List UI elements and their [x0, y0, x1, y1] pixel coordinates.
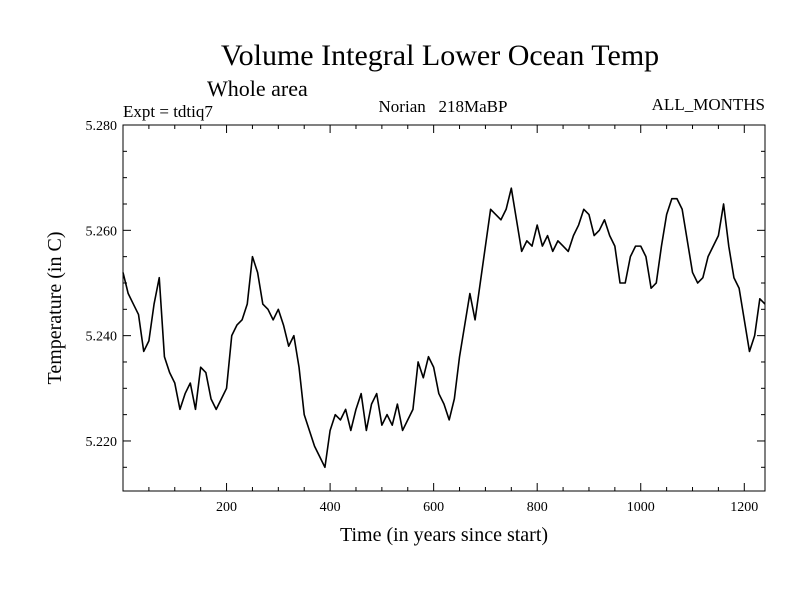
series-group: [122, 187, 766, 469]
x-axis-label: Time (in years since start): [340, 524, 548, 546]
y-tick-labels: 5.220 5.240 5.260 5.280: [86, 119, 118, 450]
x-tick-label: 600: [423, 500, 444, 515]
series-line: [122, 187, 766, 469]
tick-marks: [123, 124, 765, 491]
x-tick-label: 800: [527, 500, 548, 515]
y-tick-label: 5.260: [86, 224, 118, 239]
period-label: Norian 218MaBP: [379, 97, 508, 116]
experiment-label: Expt = tdtiq7: [123, 102, 213, 121]
y-tick-label: 5.240: [86, 330, 118, 345]
x-tick-label: 200: [216, 500, 237, 515]
chart-title: Volume Integral Lower Ocean Temp: [221, 39, 659, 72]
y-axis-label: Temperature (in C): [44, 232, 66, 385]
x-tick-label: 1000: [627, 500, 655, 515]
y-tick-label: 5.280: [86, 119, 118, 134]
chart-subtitle: Whole area: [207, 76, 308, 101]
y-tick-label: 5.220: [86, 435, 118, 450]
plot-frame: [122, 124, 766, 492]
x-tick-label: 400: [320, 500, 341, 515]
months-label: ALL_MONTHS: [652, 95, 765, 114]
x-tick-label: 1200: [730, 500, 758, 515]
x-tick-labels: 200 400 600 800 1000 1200: [216, 500, 758, 515]
